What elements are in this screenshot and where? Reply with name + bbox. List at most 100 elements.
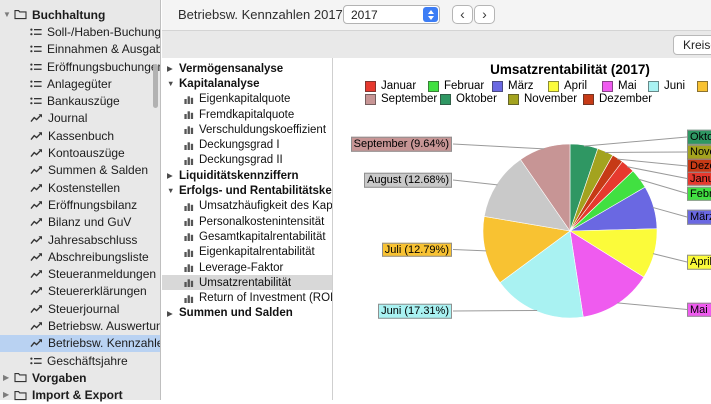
list-icon (30, 96, 42, 106)
legend-swatch-icon (440, 94, 451, 105)
item-label: Soll-/Haben-Buchungen (47, 25, 160, 39)
sidebar-item-einnahmen-ausgaben[interactable]: Einnahmen & Ausgaben (0, 41, 160, 58)
tree-item-personalkostenintensitat[interactable]: Personalkostenintensität (162, 214, 332, 229)
list-icon (30, 356, 42, 366)
pie-label-januar: Januar (687, 171, 711, 186)
item-label: Steuererklärungen (48, 284, 147, 298)
sidebar-item-bankauszuge[interactable]: Bankauszüge (0, 92, 160, 109)
pie-label-oktober: Oktober (687, 130, 711, 145)
disclosure-triangle-icon[interactable]: ▶ (167, 65, 179, 73)
item-label: Kassenbuch (48, 129, 114, 143)
sidebar-item-jahresabschluss[interactable]: Jahresabschluss (0, 231, 160, 248)
chart-title: Umsatzrentabilität (2017) (450, 62, 690, 77)
item-label: Betriebsw. Auswertung (48, 319, 160, 333)
line-chart-icon (30, 252, 43, 262)
callout-leader-line (453, 250, 486, 251)
tree-item-eigenkapitalquote[interactable]: Eigenkapitalquote (162, 92, 332, 107)
item-label: Eröffnungsbilanz (48, 198, 137, 212)
tree-item-umsatzhaufigkeit-des-kapitals[interactable]: Umsatzhäufigkeit des Kapitals (162, 199, 332, 214)
item-label: Verschuldungskoeffizient (199, 124, 326, 136)
legend-swatch-icon (492, 81, 503, 92)
bar-chart-icon (184, 278, 194, 287)
sidebar-item-anlageguter[interactable]: Anlagegüter (0, 75, 160, 92)
select-stepper-icon[interactable] (423, 7, 438, 22)
sidebar-item-eroffnungsbilanz[interactable]: Eröffnungsbilanz (0, 196, 160, 213)
legend-item-marz: März (492, 80, 534, 92)
line-chart-icon (30, 113, 43, 123)
tree-item-eigenkapitalrentabilitat[interactable]: Eigenkapitalrentabilität (162, 245, 332, 260)
sidebar-item-steueranmeldungen[interactable]: Steueranmeldungen (0, 265, 160, 282)
disclosure-triangle-icon[interactable]: ▶ (167, 310, 179, 318)
prev-year-button[interactable]: ‹ (452, 5, 473, 24)
sidebar-scrollbar-thumb[interactable] (153, 64, 158, 108)
legend-label: Oktober (456, 93, 497, 105)
disclosure-triangle-icon[interactable]: ▼ (167, 187, 179, 195)
tree-item-gesamtkapitalrentabilitat[interactable]: Gesamtkapitalrentabilität (162, 229, 332, 244)
sidebar-item-abschreibungsliste[interactable]: Abschreibungsliste (0, 248, 160, 265)
sidebar-item-import-export[interactable]: ▶ Import & Export (0, 387, 160, 404)
list-icon (30, 62, 42, 72)
pie-label-juli: Juli (12.79%) (382, 242, 452, 257)
sidebar-item-geschaftsjahre[interactable]: Geschäftsjahre (0, 352, 160, 369)
tree-item-verschuldungskoeffizient[interactable]: Verschuldungskoeffizient (162, 122, 332, 137)
sidebar-item-kassenbuch[interactable]: Kassenbuch (0, 127, 160, 144)
sidebar-item-kontoauszuge[interactable]: Kontoauszüge (0, 144, 160, 161)
chart-type-button[interactable]: Kreisdia (673, 35, 711, 55)
tree-item-erfolgs-und-rentabilitatskennz[interactable]: ▼Erfolgs- und Rentabilitätskennz... (162, 183, 332, 198)
item-label: Steueranmeldungen (48, 267, 156, 281)
legend-swatch-icon (365, 81, 376, 92)
legend-swatch-icon (648, 81, 659, 92)
line-chart-icon (30, 200, 43, 210)
disclosure-triangle-icon[interactable]: ▶ (3, 391, 14, 399)
line-chart-icon (30, 321, 43, 331)
sidebar-item-steuererklarungen[interactable]: Steuererklärungen (0, 283, 160, 300)
legend-swatch-icon (428, 81, 439, 92)
sidebar-item-betriebsw-kennzahlen[interactable]: Betriebsw. Kennzahlen (0, 335, 160, 352)
item-label: Deckungsgrad I (199, 139, 280, 151)
tree-item-leverage-faktor[interactable]: Leverage-Faktor (162, 260, 332, 275)
line-chart-icon (30, 217, 43, 227)
disclosure-triangle-icon[interactable]: ▶ (3, 374, 14, 382)
tree-item-vermogensanalyse[interactable]: ▶Vermögensanalyse (162, 61, 332, 76)
legend-label: Dezember (599, 93, 652, 105)
sidebar-item-eroffnungsbuchungen[interactable]: Eröffnungsbuchungen (0, 58, 160, 75)
sidebar-item-betriebsw-auswertung[interactable]: Betriebsw. Auswertung (0, 317, 160, 334)
year-select-value: 2017 (351, 8, 378, 22)
sidebar-item-buchhaltung[interactable]: ▼Buchhaltung (0, 6, 160, 23)
line-chart-icon (30, 286, 43, 296)
sidebar-item-steuerjournal[interactable]: Steuerjournal (0, 300, 160, 317)
tree-item-return-of-investment-roi[interactable]: Return of Investment (ROI) (162, 290, 332, 305)
line-chart-icon (30, 165, 43, 175)
callout-leader-line (453, 180, 497, 185)
disclosure-triangle-icon[interactable]: ▶ (167, 172, 179, 180)
tree-item-liquiditatskennziffern[interactable]: ▶Liquiditätskennziffern (162, 168, 332, 183)
tree-item-deckungsgrad-ii[interactable]: Deckungsgrad II (162, 153, 332, 168)
item-label: Import & Export (32, 388, 123, 402)
sidebar-item-bilanz-und-guv[interactable]: Bilanz und GuV (0, 214, 160, 231)
sidebar-item-journal[interactable]: Journal (0, 110, 160, 127)
legend-item-oktober: Oktober (440, 93, 497, 105)
tree-item-deckungsgrad-i[interactable]: Deckungsgrad I (162, 137, 332, 152)
bar-chart-icon (184, 156, 194, 165)
pie-label-marz: März ( (687, 210, 711, 225)
chart-toolbar: Kreisdia (162, 31, 711, 59)
disclosure-triangle-icon[interactable]: ▼ (3, 11, 14, 19)
disclosure-triangle-icon[interactable]: ▼ (167, 80, 179, 88)
sidebar-item-soll-haben-buchungen[interactable]: Soll-/Haben-Buchungen (0, 23, 160, 40)
next-year-button[interactable]: › (474, 5, 495, 24)
callout-leader-line (453, 310, 537, 311)
legend-swatch-icon (508, 94, 519, 105)
tree-item-fremdkapitalquote[interactable]: Fremdkapitalquote (162, 107, 332, 122)
item-label: Kontoauszüge (48, 146, 125, 160)
year-select[interactable]: 2017 (343, 5, 440, 24)
pie-label-september: September (9.64%) (351, 137, 452, 152)
item-label: Anlagegüter (47, 77, 112, 91)
sidebar-item-vorgaben[interactable]: ▶Vorgaben (0, 369, 160, 386)
sidebar-item-summen-salden[interactable]: Summen & Salden (0, 162, 160, 179)
tree-item-umsatzrentabilitat[interactable]: Umsatzrentabilität (162, 275, 332, 290)
sidebar-item-kostenstellen[interactable]: Kostenstellen (0, 179, 160, 196)
tree-item-kapitalanalyse[interactable]: ▼Kapitalanalyse (162, 76, 332, 91)
tree-item-summen-und-salden[interactable]: ▶Summen und Salden (162, 306, 332, 321)
line-chart-icon (30, 338, 43, 348)
